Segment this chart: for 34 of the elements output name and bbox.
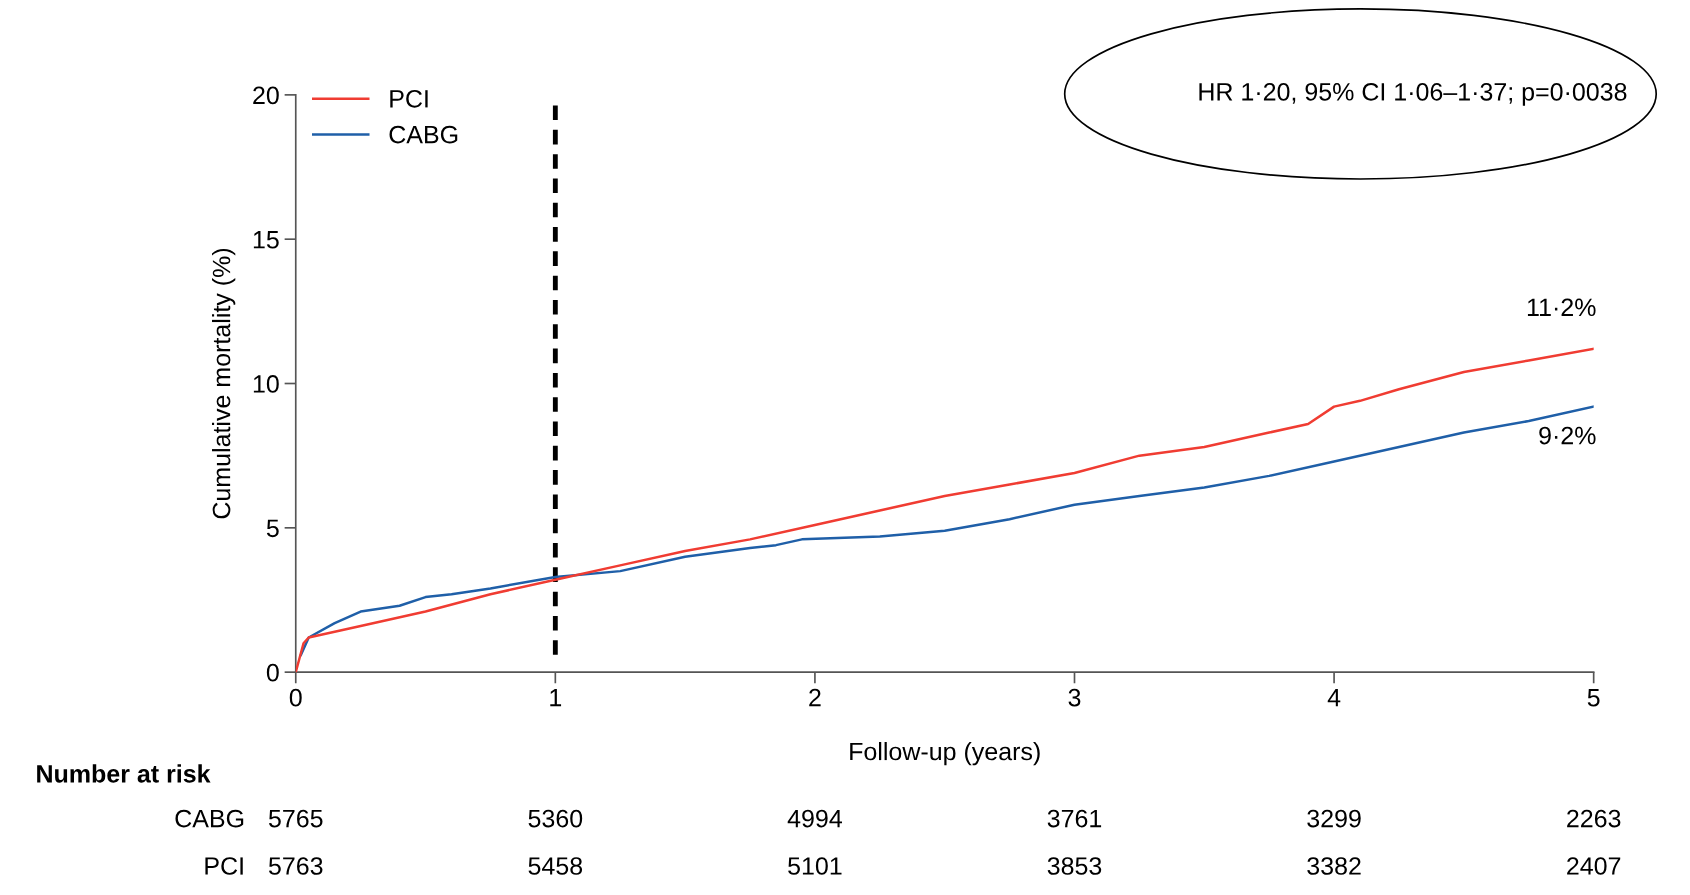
text: 3761 [1047,809,1102,828]
x-tick-label: 0 [289,688,302,707]
y-axis-title: Cumulative mortality (%) [212,248,236,519]
x-tick-label: 3 [1068,688,1081,707]
text: 2407 [1567,857,1621,875]
legend-label: CABG [389,125,458,144]
text: 5765 [268,809,323,828]
x-axis-title: Follow-up (years) [850,741,1040,766]
y-tick-label: 10 [253,375,279,393]
y-tick-label: 5 [266,519,279,538]
y-tick-label: 15 [253,231,279,249]
x-tick-label: 2 [809,688,821,707]
legend-label: PCI [390,89,428,108]
annotation: 11·2% [1527,298,1596,317]
x-tick-label: 4 [1327,689,1341,707]
text: CABG [175,809,244,828]
text: Number at risk [37,764,211,783]
text: PCI [205,857,243,875]
text: 4994 [787,809,842,828]
annotation: HR 1·20, 95% CI 1·06–1·37; p=0·0038 [1199,82,1627,106]
text: 3853 [1047,857,1102,875]
text: 5360 [528,809,583,828]
annotation: 9·2% [1539,426,1596,445]
text: 3382 [1307,857,1361,875]
text: 5763 [268,857,323,875]
x-tick-label: 5 [1587,689,1600,707]
line-series [299,405,1594,657]
text: 5458 [528,857,583,875]
y-tick-label: 0 [266,663,279,682]
text: 5101 [788,857,842,875]
text: 3299 [1307,809,1361,828]
y-tick-label: 20 [253,86,279,105]
text: 2263 [1567,809,1621,828]
x-tick-label: 1 [550,689,562,707]
